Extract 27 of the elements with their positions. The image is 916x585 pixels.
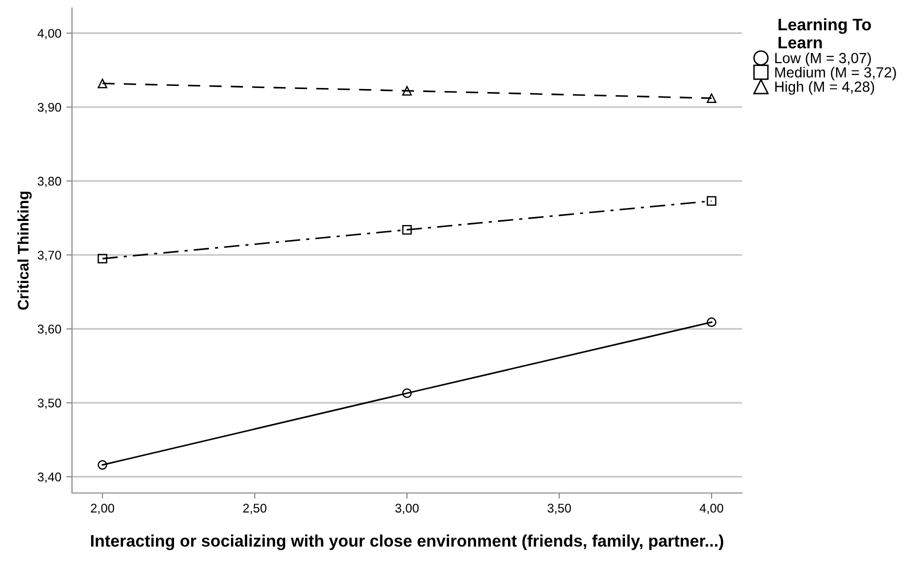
legend-label: Low (M = 3,07) (775, 52, 871, 66)
point (98, 460, 108, 470)
legend-label: Medium (M = 3,72) (775, 66, 896, 80)
x-tick-label: 4,00 (700, 504, 724, 514)
x-tick-label: 2,50 (243, 504, 266, 514)
x-tick-label: 2,00 (90, 504, 114, 514)
y-tick-label: 3,80 (38, 176, 62, 188)
point (706, 196, 716, 206)
point (98, 254, 108, 264)
y-tick-label: 4,00 (38, 28, 62, 40)
y-axis-title: Critical Thinking (17, 192, 32, 310)
y-tick-label: 3,60 (38, 324, 62, 335)
point (402, 388, 412, 398)
legend-label: High (M = 4,28) (775, 81, 874, 95)
point (402, 225, 412, 235)
x-tick-label: 3,50 (548, 504, 571, 514)
point (706, 93, 716, 103)
legend-title: Learning To Learn (778, 18, 871, 48)
x-axis-title: Interacting or socializing with your close environment (friends, family, partner...) (91, 534, 724, 550)
y-tick-label: 3,70 (38, 250, 62, 262)
x-tick-label: 3,00 (395, 504, 419, 514)
y-tick-label: 3,40 (38, 472, 62, 483)
point (98, 78, 108, 88)
y-tick-label: 3,90 (38, 102, 62, 114)
y-tick-label: 3,50 (38, 398, 62, 409)
point (402, 86, 412, 96)
point (706, 317, 716, 328)
